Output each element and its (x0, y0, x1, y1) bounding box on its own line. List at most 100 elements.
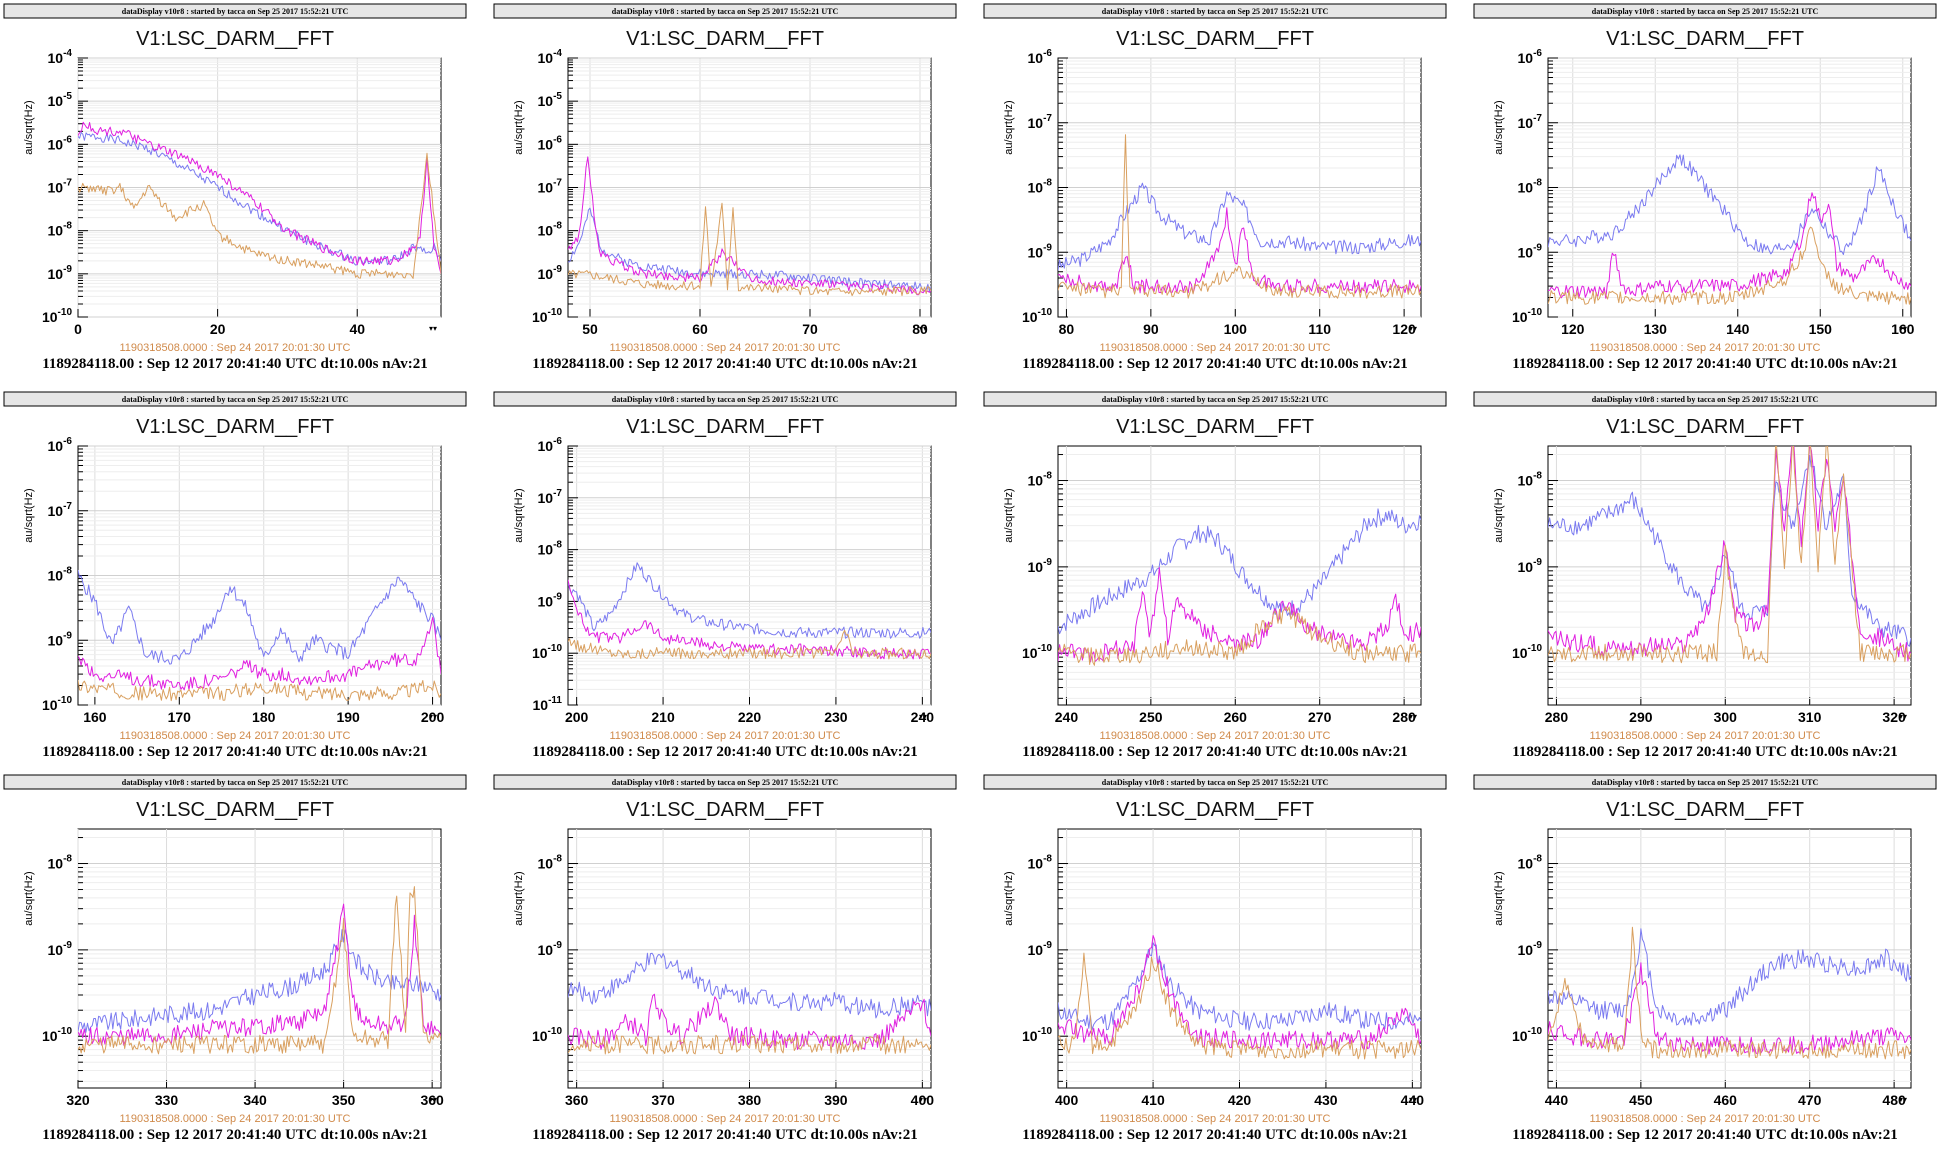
y-tick-label: 10-5 (48, 91, 73, 109)
reference-label: 1190318508.0000 : Sep 24 2017 20:01:30 U… (1590, 342, 1821, 354)
series-line (1058, 134, 1421, 299)
x-tick-label: 240 (911, 709, 935, 725)
series-line (1058, 606, 1421, 666)
chart-title: V1:LSC_DARM__FFT (136, 416, 334, 438)
series-group (78, 886, 441, 1055)
y-tick-label: 10-8 (48, 221, 73, 239)
x-tick-label: 160 (1891, 321, 1915, 337)
axis-corner-marker: ▾▾ (1899, 1095, 1907, 1104)
fft-panel: dataDisplay v10r8 : started by tacca on … (490, 771, 978, 1154)
y-tick-label: 10-9 (538, 591, 563, 609)
axis-corner-marker: ▾▾ (429, 712, 437, 721)
y-axis-label: au/sqrt(Hz) (23, 100, 35, 154)
header-text: dataDisplay v10r8 : started by tacca on … (612, 7, 839, 16)
y-axis-label: au/sqrt(Hz) (23, 871, 35, 925)
x-tick-label: 460 (1714, 1092, 1738, 1108)
y-tick-label: 10-7 (538, 178, 563, 196)
chart-title: V1:LSC_DARM__FFT (1606, 28, 1804, 50)
y-tick-label: 10-10 (532, 1026, 562, 1044)
header-text: dataDisplay v10r8 : started by tacca on … (122, 7, 349, 16)
y-tick-label: 10-5 (538, 91, 563, 109)
y-tick-label: 10-8 (48, 566, 73, 584)
plot-area (1057, 828, 1422, 1089)
x-tick-label: 100 (1224, 321, 1248, 337)
reference-label: 1190318508.0000 : Sep 24 2017 20:01:30 U… (610, 1113, 841, 1125)
x-tick-label: 120 (1392, 321, 1416, 337)
series-line (78, 903, 441, 1046)
chart-title: V1:LSC_DARM__FFT (136, 799, 334, 821)
x-tick-label: 280 (1545, 709, 1569, 725)
series-line (568, 1034, 931, 1055)
footer-label: 1189284118.00 : Sep 12 2017 20:41:40 UTC… (1022, 744, 1408, 760)
header-bar-box (1473, 391, 1937, 407)
header-bar-box (1473, 3, 1937, 19)
header-bar: dataDisplay v10r8 : started by tacca on … (3, 774, 467, 790)
x-tick-label: 240 (1055, 709, 1079, 725)
header-text: dataDisplay v10r8 : started by tacca on … (1592, 7, 1819, 16)
footer-label: 1189284118.00 : Sep 12 2017 20:41:40 UTC… (42, 356, 428, 372)
series-line (1548, 226, 1911, 305)
x-tick-label: 20 (210, 321, 226, 337)
series-group (568, 156, 931, 297)
x-tick-label: 360 (565, 1092, 589, 1108)
chart-title: V1:LSC_DARM__FFT (626, 799, 824, 821)
x-tick-label: 160 (83, 709, 107, 725)
footer-label: 1189284118.00 : Sep 12 2017 20:41:40 UTC… (1512, 356, 1898, 372)
y-tick-label: 10-6 (538, 134, 563, 152)
x-tick-label: 320 (1882, 709, 1906, 725)
fft-chart: dataDisplay v10r8 : started by tacca on … (493, 774, 957, 1143)
x-tick-label: 430 (1314, 1092, 1338, 1108)
y-tick-label: 10-7 (1028, 113, 1053, 131)
series-line (78, 617, 441, 691)
axis-corner-marker: ▾▾ (1409, 1095, 1417, 1104)
x-tick-label: 410 (1141, 1092, 1165, 1108)
y-tick-label: 10-4 (538, 48, 563, 66)
x-tick-label: 60 (692, 321, 708, 337)
header-text: dataDisplay v10r8 : started by tacca on … (1592, 778, 1819, 787)
header-text: dataDisplay v10r8 : started by tacca on … (1102, 395, 1329, 404)
x-tick-label: 180 (252, 709, 276, 725)
y-tick-label: 10-7 (48, 178, 73, 196)
header-bar-box (493, 391, 957, 407)
x-tick-label: 400 (1055, 1092, 1079, 1108)
reference-label: 1190318508.0000 : Sep 24 2017 20:01:30 U… (1100, 1113, 1331, 1125)
x-tick-label: 80 (912, 321, 928, 337)
header-bar-box (983, 3, 1447, 19)
x-tick-label: 260 (1224, 709, 1248, 725)
series-line (1058, 207, 1421, 294)
footer-label: 1189284118.00 : Sep 12 2017 20:41:40 UTC… (1512, 1127, 1898, 1143)
y-tick-label: 10-8 (1518, 854, 1543, 872)
x-tick-label: 210 (651, 709, 675, 725)
header-bar-box (983, 774, 1447, 790)
header-bar-box (1473, 774, 1937, 790)
y-tick-label: 10-8 (1518, 178, 1543, 196)
y-tick-label: 10-9 (538, 940, 563, 958)
y-tick-label: 10-8 (1028, 854, 1053, 872)
y-tick-label: 10-9 (1028, 242, 1053, 260)
fft-panel: dataDisplay v10r8 : started by tacca on … (0, 388, 488, 771)
y-axis-label: au/sqrt(Hz) (513, 488, 525, 542)
x-tick-label: 90 (1143, 321, 1159, 337)
plot-area (1547, 57, 1912, 318)
series-line (1548, 455, 1911, 647)
x-tick-label: 450 (1629, 1092, 1653, 1108)
x-tick-label: 190 (336, 709, 360, 725)
x-tick-label: 420 (1228, 1092, 1252, 1108)
header-bar: dataDisplay v10r8 : started by tacca on … (1473, 391, 1937, 407)
y-tick-label: 10-11 (533, 695, 563, 713)
header-text: dataDisplay v10r8 : started by tacca on … (1592, 395, 1819, 404)
y-tick-label: 10-10 (532, 643, 562, 661)
fft-panel: dataDisplay v10r8 : started by tacca on … (1470, 0, 1953, 383)
x-tick-label: 200 (421, 709, 445, 725)
footer-label: 1189284118.00 : Sep 12 2017 20:41:40 UTC… (42, 744, 428, 760)
x-tick-label: 0 (74, 321, 82, 337)
axis-corner-marker: ▾▾ (1409, 324, 1417, 333)
header-text: dataDisplay v10r8 : started by tacca on … (1102, 778, 1329, 787)
y-tick-label: 10-9 (48, 940, 73, 958)
x-tick-label: 170 (168, 709, 192, 725)
header-bar: dataDisplay v10r8 : started by tacca on … (493, 774, 957, 790)
reference-label: 1190318508.0000 : Sep 24 2017 20:01:30 U… (1100, 730, 1331, 742)
series-group (1548, 446, 1911, 664)
y-tick-label: 10-4 (48, 48, 73, 66)
series-line (78, 121, 441, 274)
